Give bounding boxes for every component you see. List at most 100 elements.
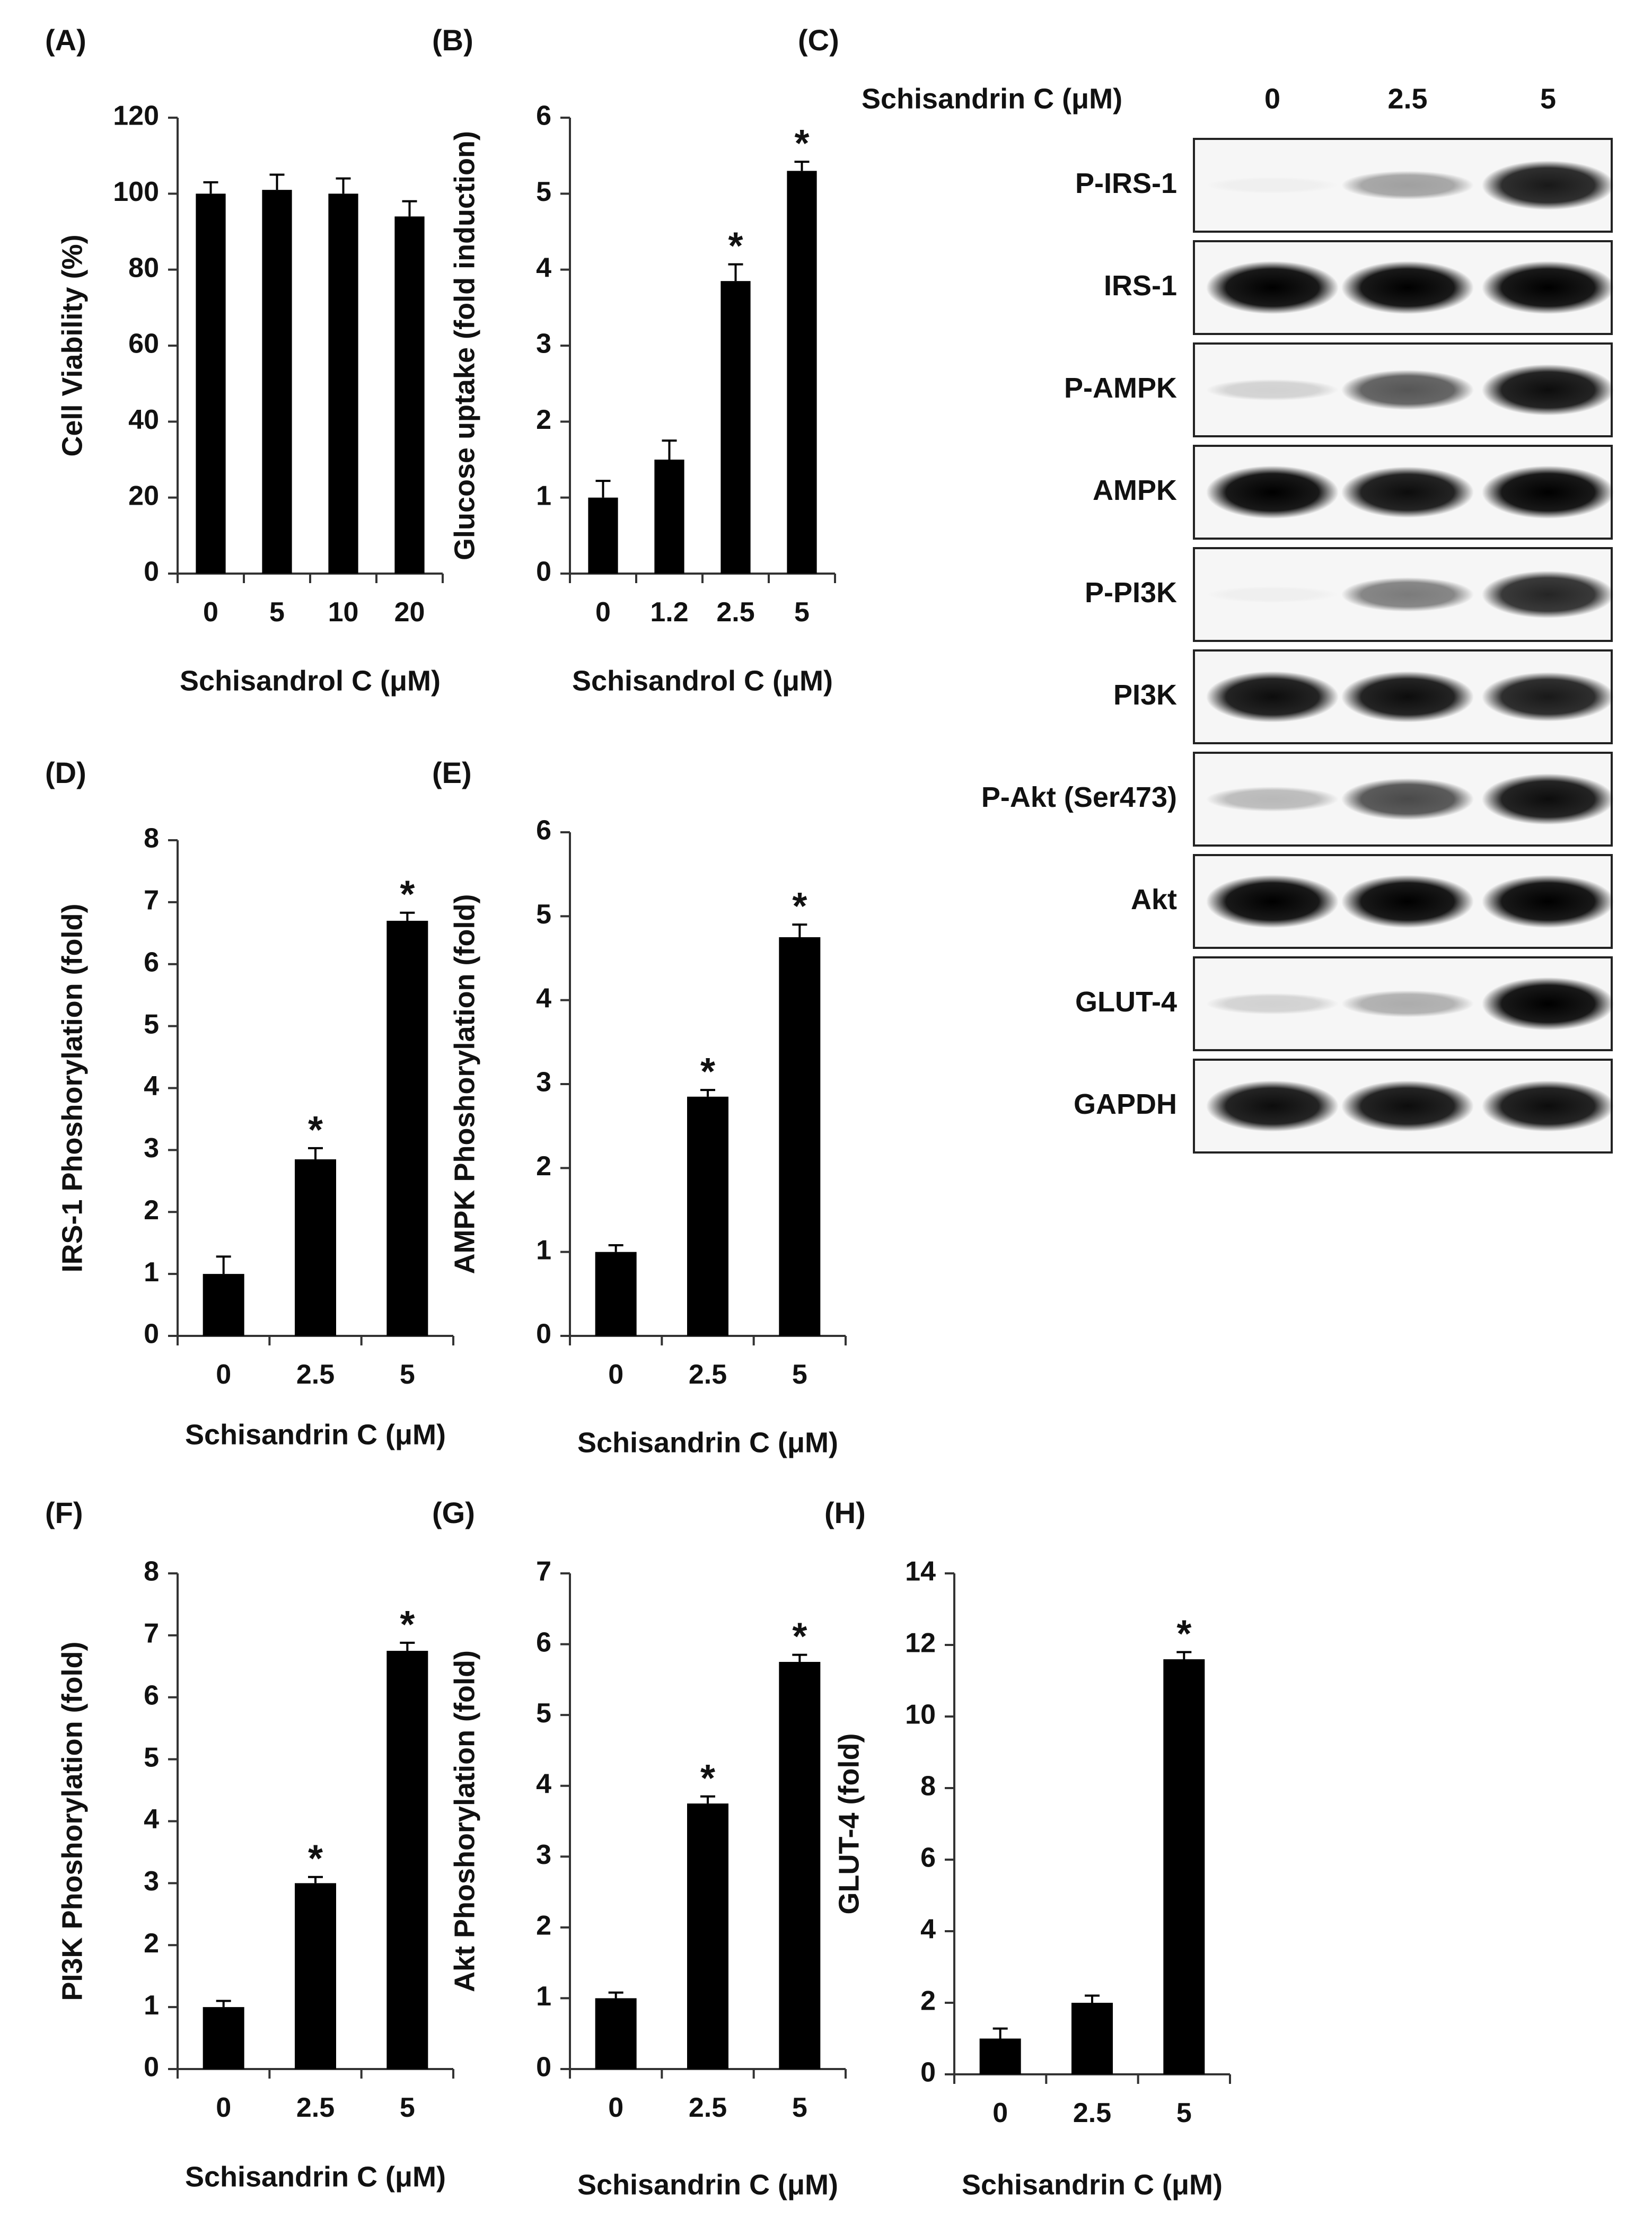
blot-band (1206, 786, 1339, 812)
significance-star: * (792, 885, 807, 928)
blot-row: IRS-1 (1104, 240, 1614, 335)
x-axis-label: Schisandrol C (μM) (180, 665, 441, 697)
x-tick-label: 0 (992, 2098, 1008, 2128)
y-tick-label: 1 (536, 480, 551, 511)
blot-row: GAPDH (1074, 1059, 1614, 1154)
y-axis-label: Cell Viability (%) (56, 234, 88, 456)
blot-band (1206, 671, 1339, 723)
y-tick-label: 12 (905, 1628, 936, 1659)
significance-star: * (728, 225, 743, 268)
y-tick-label: 7 (536, 1556, 551, 1587)
y-tick-label: 100 (113, 177, 159, 207)
blot-band (1482, 570, 1614, 619)
bar (328, 193, 358, 574)
bar (779, 937, 821, 1336)
x-tick-label: 5 (400, 1359, 415, 1390)
y-tick-label: 5 (536, 1698, 551, 1729)
x-tick-label: 0 (608, 2092, 623, 2123)
y-tick-label: 4 (144, 1804, 159, 1835)
y-tick-label: 7 (144, 1618, 159, 1649)
x-tick-label: 2.5 (296, 1359, 335, 1390)
y-tick-label: 3 (144, 1866, 159, 1897)
y-tick-label: 4 (536, 1768, 551, 1799)
x-tick-label: 5 (792, 1359, 807, 1390)
blot-band (1482, 875, 1614, 928)
blot-band (1341, 671, 1474, 723)
significance-star: * (794, 122, 809, 165)
panel-label: (C) (798, 23, 839, 57)
x-tick-label: 0 (203, 597, 218, 628)
x-axis-label: Schisandrin C (μM) (577, 2169, 838, 2201)
y-tick-label: 5 (536, 899, 551, 930)
blot-row-label: AMPK (1093, 474, 1177, 506)
blot-band (1341, 1080, 1474, 1132)
y-tick-label: 6 (144, 1680, 159, 1711)
blot-band (1341, 369, 1474, 410)
blot-band (1482, 672, 1614, 721)
blot-band (1341, 875, 1474, 928)
blot-row-label: P-AMPK (1064, 372, 1177, 404)
blot-band (1482, 773, 1614, 825)
bar (295, 1159, 336, 1336)
y-axis-label: Glucose uptake (fold induction) (449, 131, 480, 560)
x-tick-label: 0 (216, 2092, 231, 2123)
x-tick-label: 2.5 (716, 597, 754, 628)
y-tick-label: 0 (536, 1319, 551, 1350)
blot-band (1482, 364, 1614, 416)
chart-panel-1: (B) 0 1 2 3 4 5 6 0 1.2 * 2.5 * 5 Schisandrol C (μM) Gl… (432, 23, 836, 697)
y-tick-label: 3 (536, 1839, 551, 1870)
y-tick-label: 1 (144, 1257, 159, 1288)
significance-star: * (308, 1109, 323, 1151)
blot-row-label: P-Akt (Ser473) (981, 781, 1177, 813)
y-tick-label: 7 (144, 885, 159, 916)
chart-panel-4: (F) 0 1 2 3 4 5 6 7 8 0 * 2.5 * 5 Schisandrin C (μM) PI3… (45, 1496, 454, 2193)
y-tick-label: 10 (905, 1700, 936, 1730)
y-tick-label: 4 (536, 252, 551, 283)
bar (787, 171, 817, 574)
y-tick-label: 4 (920, 1914, 936, 1945)
blot-band (1341, 467, 1474, 518)
y-tick-label: 8 (144, 1556, 159, 1587)
y-tick-label: 3 (536, 1067, 551, 1098)
blot-row-label: P-PI3K (1085, 577, 1177, 609)
blot-row: AMPK (1093, 445, 1614, 540)
y-tick-label: 6 (536, 101, 551, 131)
blot-row-label: P-IRS-1 (1075, 168, 1177, 199)
bar (386, 1651, 428, 2069)
blot-row-label: IRS-1 (1104, 270, 1177, 302)
y-tick-label: 0 (144, 2052, 159, 2083)
blot-band (1206, 1080, 1339, 1132)
y-axis-label: PI3K Phoshorylation (fold) (56, 1641, 88, 2001)
x-tick-label: 0 (608, 1359, 623, 1390)
blot-band (1482, 261, 1614, 314)
significance-star: * (792, 1616, 807, 1658)
significance-star: * (400, 1604, 415, 1646)
y-tick-label: 120 (113, 101, 159, 131)
y-tick-label: 2 (144, 1928, 159, 1959)
lane-label: 2.5 (1387, 83, 1427, 115)
bar (779, 1661, 821, 2069)
x-axis-label: Schisandrol C (μM) (572, 665, 833, 697)
significance-star: * (700, 1051, 715, 1093)
blot-band (1341, 990, 1474, 1017)
bar (654, 460, 684, 574)
y-tick-label: 5 (144, 1009, 159, 1040)
blot-band (1206, 177, 1339, 193)
y-tick-label: 2 (536, 404, 551, 435)
bar (1163, 1659, 1205, 2074)
y-tick-label: 2 (920, 1986, 936, 2017)
y-tick-label: 8 (144, 823, 159, 854)
y-tick-label: 0 (144, 1319, 159, 1350)
x-tick-label: 0 (595, 597, 611, 628)
blot-band (1206, 875, 1339, 928)
x-tick-label: 2.5 (689, 2092, 727, 2123)
x-tick-label: 5 (792, 2092, 807, 2123)
y-tick-label: 3 (144, 1133, 159, 1164)
bar (203, 2007, 244, 2069)
x-tick-label: 5 (400, 2092, 415, 2123)
blot-row: GLUT-4 (1075, 956, 1614, 1051)
panel-label: (H) (824, 1496, 866, 1529)
blot-row: P-AMPK (1064, 342, 1614, 437)
y-tick-label: 1 (536, 1235, 551, 1265)
blot-band (1482, 1080, 1614, 1132)
